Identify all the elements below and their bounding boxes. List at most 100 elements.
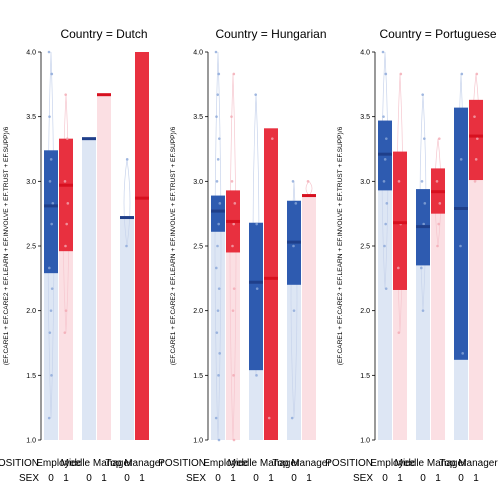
y-tick-label: 3.5 [193, 114, 203, 121]
raw-point-sex0 [218, 137, 221, 140]
y-tick-label: 3.5 [26, 114, 36, 121]
raw-point-sex0 [218, 352, 221, 355]
position-category-label: Middle Manager [395, 458, 467, 469]
raw-point-sex0 [292, 244, 295, 248]
raw-point-sex0 [48, 266, 51, 270]
position-category-label: Employee [370, 458, 415, 469]
raw-point-sex0 [216, 309, 220, 312]
raw-point-sex0 [381, 50, 385, 54]
position-category-label: Top Manager [439, 458, 498, 469]
raw-point-sex0 [215, 266, 218, 270]
raw-point-sex0 [382, 115, 385, 118]
y-tick-label: 4.0 [26, 50, 36, 57]
raw-point-sex0 [459, 244, 462, 248]
sex-level-label: 0 [382, 473, 388, 484]
mean-bar-sex0 [120, 217, 134, 440]
raw-point-sex0 [255, 287, 259, 290]
raw-point-sex0 [291, 180, 295, 183]
sex-level-label: 0 [420, 473, 426, 484]
raw-point-sex1 [397, 331, 401, 334]
position-category-label: Employee [36, 458, 81, 469]
mean-bar-sex0 [416, 226, 430, 440]
raw-point-sex1 [473, 180, 477, 183]
sex-level-label: 0 [458, 473, 464, 484]
position-category-label: Middle Manager [228, 458, 300, 469]
raw-point-sex1 [230, 115, 233, 118]
raw-point-sex1 [271, 137, 274, 140]
panel-1: Country = Hungarian 1.0 1.5 2.0 2.5 3.0 3.5 4.0… [158, 27, 331, 484]
raw-point-sex1 [232, 438, 236, 442]
position-category-label: Top Manager [105, 458, 164, 469]
raw-point-sex0 [215, 180, 219, 183]
raw-point-sex0 [383, 158, 387, 161]
raw-point-sex0 [385, 137, 388, 140]
raw-point-sex1 [438, 202, 442, 205]
raw-point-sex1 [475, 72, 479, 76]
position-row-label: POSITION [0, 458, 39, 469]
sex-row-label: SEX [353, 473, 373, 484]
y-axis-label: (EF.CARE1 + EF.CARE2 + EF.LEARN + EF.INV… [170, 126, 177, 365]
sex-level-label: 1 [230, 473, 236, 484]
raw-point-sex0 [216, 244, 219, 248]
raw-point-sex1 [233, 202, 237, 205]
y-tick-label: 3.0 [360, 179, 370, 186]
sex-level-label: 1 [101, 473, 107, 484]
mean-bar-sex1 [302, 195, 316, 440]
raw-point-sex1 [397, 180, 401, 183]
raw-point-sex0 [216, 93, 219, 96]
raw-point-sex0 [461, 352, 464, 355]
y-tick-label: 3.0 [26, 179, 36, 186]
y-tick-label: 4.0 [193, 50, 203, 57]
raw-point-sex1 [474, 158, 478, 161]
raw-point-sex0 [384, 287, 388, 290]
y-tick-label: 1.0 [360, 438, 370, 445]
mean-bar-sex1 [431, 191, 445, 440]
raw-point-sex0 [423, 202, 427, 205]
raw-point-sex1 [473, 115, 476, 118]
panel-title: Country = Portuguese [379, 27, 496, 41]
raw-point-sex1 [436, 244, 439, 248]
raw-point-sex1 [65, 222, 68, 226]
y-tick-label: 2.0 [193, 308, 203, 315]
mean-bar-sex1 [97, 94, 111, 441]
hdi-band-sex1 [393, 151, 407, 290]
raw-point-sex1 [66, 137, 69, 140]
y-tick-label: 1.0 [193, 438, 203, 445]
raw-point-sex0 [215, 331, 219, 334]
panel-title: Country = Dutch [60, 27, 147, 41]
raw-point-sex0 [383, 244, 386, 248]
raw-point-sex1 [64, 309, 68, 312]
raw-point-sex0 [50, 374, 53, 377]
raw-point-sex0 [48, 180, 52, 183]
sex-level-label: 0 [124, 473, 130, 484]
raw-point-sex0 [51, 202, 55, 205]
raw-point-sex0 [290, 416, 294, 420]
mean-bar-sex1 [226, 221, 240, 440]
sex-row-label: SEX [186, 473, 206, 484]
sex-level-label: 1 [268, 473, 274, 484]
raw-point-sex0 [218, 202, 222, 205]
raw-point-sex1 [232, 374, 235, 377]
hdi-band-sex1 [264, 128, 278, 440]
y-tick-label: 2.5 [360, 244, 370, 251]
raw-point-sex0 [423, 137, 426, 140]
raw-point-sex0 [214, 416, 218, 420]
panel-2: Country = Portuguese 1.0 1.5 2.0 2.5 3.0 3.5 4.… [325, 27, 498, 484]
raw-point-sex0 [217, 222, 220, 226]
hdi-band-sex0 [211, 195, 225, 232]
raw-point-sex0 [49, 309, 53, 312]
raw-point-sex1 [64, 93, 67, 96]
raw-point-sex1 [232, 72, 236, 76]
raw-point-sex1 [232, 287, 236, 290]
raw-point-sex0 [217, 287, 221, 290]
raw-point-sex1 [397, 266, 400, 270]
y-tick-label: 1.0 [26, 438, 36, 445]
raw-point-sex0 [214, 50, 218, 54]
position-row-label: POSITION [158, 458, 206, 469]
mean-bar-sex0 [211, 211, 225, 440]
raw-point-sex0 [125, 244, 128, 248]
hdi-band-sex1 [135, 52, 149, 440]
raw-point-sex1 [267, 416, 271, 420]
raw-point-sex0 [217, 374, 220, 377]
raw-point-sex0 [216, 158, 220, 161]
